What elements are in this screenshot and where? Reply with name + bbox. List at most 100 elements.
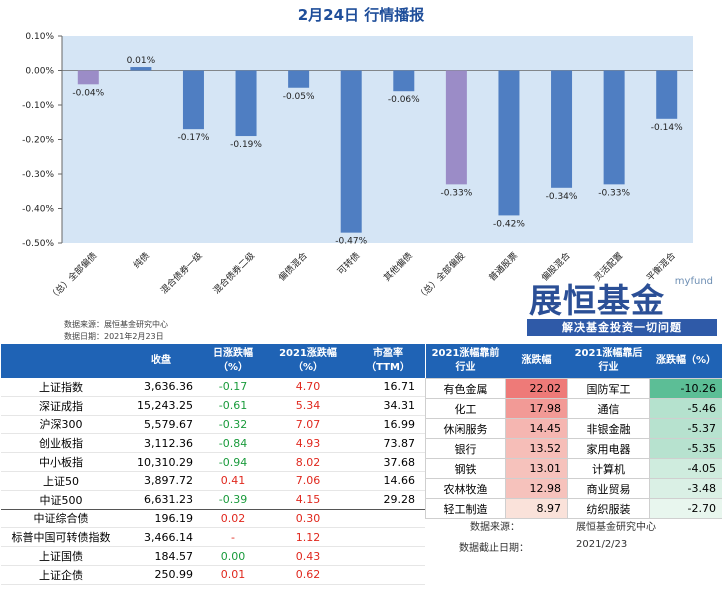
plot-area [62, 36, 693, 243]
day-change: -0.39 [201, 490, 265, 510]
bar-value-label: -0.47% [335, 237, 367, 247]
industry-table-row: 化工 17.98 通信 -5.46 [425, 398, 722, 419]
top-industry-name: 有色金属 [425, 378, 506, 399]
market-table-header: 收盘 日涨跌幅 （%） 2021涨跌幅 （%） 市盈率 （TTM） [1, 344, 425, 378]
y-tick-label: 0.10% [25, 32, 54, 42]
industry-table-header-cell: 2021涨幅靠前 行业 [425, 344, 506, 379]
industry-table-row: 农林牧渔 12.98 商业贸易 -3.48 [425, 478, 722, 499]
logo-myfund-text: myfund [674, 276, 713, 287]
chart-source-line1: 数据来源：展恒基金研究中心 [64, 320, 168, 329]
bottom-industry-change: -4.05 [649, 458, 722, 479]
market-table-header-cell: 收盘 [121, 344, 201, 378]
index-name: 深证成指 [1, 396, 121, 416]
close-value: 196.19 [121, 509, 201, 529]
day-change: -0.84 [201, 433, 265, 454]
ytd-change: 4.70 [265, 378, 351, 397]
ytd-change: 4.15 [265, 490, 351, 510]
market-table-header-cell: 2021涨跌幅 （%） [265, 344, 351, 378]
ytd-change: 1.12 [265, 527, 351, 548]
bottom-industry-name: 非银金融 [567, 418, 650, 439]
day-change: -0.32 [201, 415, 265, 435]
top-industry-change: 17.98 [505, 398, 568, 419]
y-tick-label: -0.50% [22, 239, 54, 249]
bottom-industry-name: 计算机 [567, 458, 650, 479]
day-change: - [201, 527, 265, 548]
bar [130, 67, 152, 71]
market-table-row: 深证成指 15,243.25 -0.61 5.34 34.31 [1, 396, 425, 416]
category-label: 可转债 [335, 250, 363, 278]
category-label: 普通股票 [486, 250, 520, 284]
bottom-industry-name: 通信 [567, 398, 650, 419]
bottom-industry-name: 商业贸易 [567, 478, 650, 499]
ytd-change: 4.93 [265, 433, 351, 454]
industry-source-label: 数据来源： [470, 522, 520, 533]
market-table-row: 沪深300 5,579.67 -0.32 7.07 16.99 [1, 415, 425, 435]
bottom-industry-name: 家用电器 [567, 438, 650, 459]
day-change: -0.17 [201, 378, 265, 397]
market-table-row: 中小板指 10,310.29 -0.94 8.02 37.68 [1, 452, 425, 472]
bar [340, 70, 362, 233]
ytd-change: 7.06 [265, 471, 351, 491]
bar [77, 70, 99, 85]
top-industry-change: 13.52 [505, 438, 568, 459]
bar-value-label: -0.17% [178, 133, 210, 143]
chart-title: 2月24日 行情播报 [297, 6, 425, 24]
bar-value-label: -0.42% [493, 219, 525, 229]
bar-value-label: -0.33% [440, 188, 472, 198]
y-tick-label: -0.30% [22, 170, 54, 180]
top-industry-name: 钢铁 [425, 458, 506, 479]
bar-value-label: -0.33% [598, 188, 630, 198]
bar-value-label: -0.04% [72, 88, 104, 98]
index-name: 上证国债 [1, 546, 121, 566]
bar-value-label: -0.05% [283, 92, 315, 102]
market-table-row: 上证50 3,897.72 0.41 7.06 14.66 [1, 471, 425, 491]
bar [288, 70, 310, 88]
market-table-row: 上证指数 3,636.36 -0.17 4.70 16.71 [1, 378, 425, 397]
top-industry-change: 13.01 [505, 458, 568, 479]
bar [393, 70, 415, 92]
industry-table-row: 钢铁 13.01 计算机 -4.05 [425, 458, 722, 479]
ytd-change: 7.07 [265, 415, 351, 435]
bottom-industry-name: 国防军工 [567, 378, 650, 399]
logo-brand-name: 展恒基金 [529, 281, 665, 320]
industry-table-header-cell: 涨跌幅 [505, 344, 568, 379]
day-change: 0.02 [201, 509, 265, 529]
industry-table-row: 休闲服务 14.45 非银金融 -5.37 [425, 418, 722, 439]
day-change: 0.01 [201, 565, 265, 585]
y-tick-label: -0.10% [22, 101, 54, 111]
pe-ratio: 29.28 [351, 490, 425, 510]
bar-value-labels: -0.04% 0.01% -0.17% -0.19% -0.05% -0.47% -0.06… [72, 56, 683, 247]
top-industry-name: 休闲服务 [425, 418, 506, 439]
market-table-row: 创业板指 3,112.36 -0.84 4.93 73.87 [1, 433, 425, 454]
ytd-change: 0.43 [265, 546, 351, 566]
y-tick-label: -0.40% [22, 205, 54, 215]
bar [235, 70, 257, 137]
close-value: 3,112.36 [121, 433, 201, 454]
category-label: 偏债混合 [276, 250, 310, 284]
day-change: -0.61 [201, 396, 265, 416]
index-name: 中证500 [1, 490, 121, 510]
market-table-header-cell: 日涨跌幅 （%） [201, 344, 265, 378]
pe-ratio [351, 509, 425, 529]
day-change: 0.00 [201, 546, 265, 566]
index-name: 标普中国可转债指数 [1, 527, 121, 548]
day-change: 0.41 [201, 471, 265, 491]
close-value: 15,243.25 [121, 396, 201, 416]
bar [603, 70, 625, 185]
logo-slogan: 解决基金投资一切问题 [527, 319, 717, 336]
bar-value-label: -0.14% [651, 123, 683, 133]
industry-table-row: 银行 13.52 家用电器 -5.35 [425, 438, 722, 459]
bar [551, 70, 573, 188]
market-table-row: 中证500 6,631.23 -0.39 4.15 29.28 [1, 490, 425, 510]
market-table-row: 中证综合债 196.19 0.02 0.30 [1, 509, 425, 529]
bottom-industry-change: -3.48 [649, 478, 722, 499]
pe-ratio [351, 565, 425, 585]
top-industry-change: 22.02 [505, 378, 568, 399]
close-value: 6,631.23 [121, 490, 201, 510]
y-tick-label: 0.00% [25, 67, 54, 77]
index-name: 沪深300 [1, 415, 121, 435]
market-index-table: 收盘 日涨跌幅 （%） 2021涨跌幅 （%） 市盈率 （TTM） 上证指数 3,636.36… [1, 344, 425, 585]
market-table-row: 上证企债 250.99 0.01 0.62 [1, 565, 425, 585]
pe-ratio [351, 546, 425, 566]
bar-value-label: -0.06% [388, 95, 420, 105]
